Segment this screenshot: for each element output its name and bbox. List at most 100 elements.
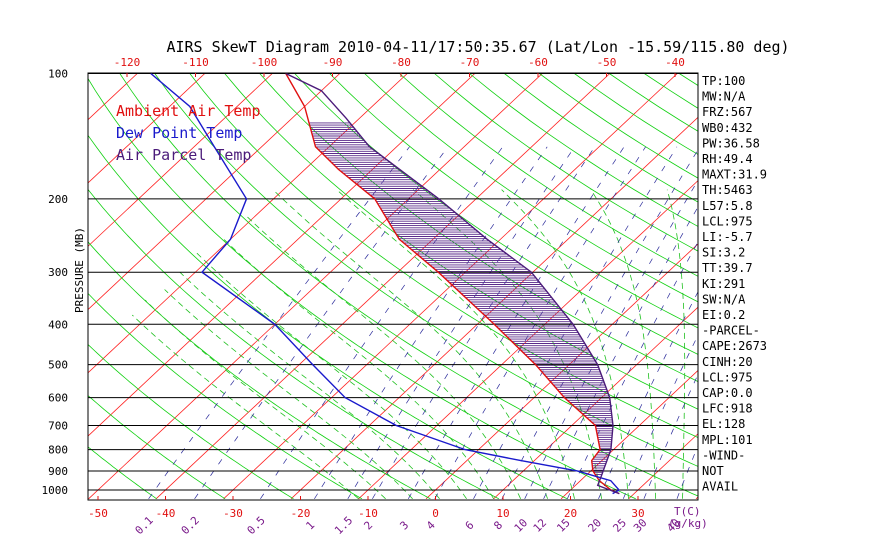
bottom-temperature-tick-label: 0 bbox=[432, 507, 439, 520]
moist-adiabat-line bbox=[336, 189, 575, 499]
top-temperature-tick-label: -80 bbox=[391, 56, 411, 69]
moist-adiabat-line bbox=[223, 238, 494, 500]
bottom-temperature-unit: T(C) bbox=[674, 505, 701, 518]
dry-adiabat-line bbox=[88, 292, 363, 500]
index-entry: LI:-5.7 bbox=[702, 230, 753, 244]
mixing-ratio-tick-label: 2 bbox=[361, 519, 375, 533]
pressure-tick-label: 200 bbox=[48, 193, 68, 206]
cape-hatch bbox=[309, 122, 613, 475]
mixing-ratio-tick-label: 12 bbox=[531, 516, 550, 535]
index-entry: LFC:918 bbox=[702, 402, 753, 416]
index-entry: EL:128 bbox=[702, 417, 745, 431]
dry-adiabat-line bbox=[399, 73, 698, 277]
dry-adiabat-line bbox=[88, 188, 500, 500]
index-entry: L57:5.8 bbox=[702, 199, 753, 213]
mixing-ratio-tick-label: 6 bbox=[463, 519, 477, 533]
isotherm-line bbox=[88, 73, 206, 184]
index-entry: CAPE:2673 bbox=[702, 339, 767, 353]
pressure-tick-label: 800 bbox=[48, 444, 68, 457]
dry-adiabat-line bbox=[434, 73, 698, 252]
top-temperature-tick-label: -90 bbox=[323, 56, 343, 69]
profile-lines bbox=[150, 73, 621, 495]
bottom-temperature-tick-label: -50 bbox=[88, 507, 108, 520]
dry-adiabat-line bbox=[88, 446, 157, 500]
pressure-tick-label: 500 bbox=[48, 359, 68, 372]
index-entry: FRZ:567 bbox=[702, 105, 753, 119]
dry-adiabat-line bbox=[88, 395, 226, 500]
isotherm-line bbox=[831, 64, 870, 499]
index-entry: NOT bbox=[702, 464, 724, 478]
isotherm-line bbox=[764, 64, 870, 499]
isotherm-line bbox=[560, 369, 698, 500]
index-entry: TH:5463 bbox=[702, 183, 753, 197]
index-entry: MAXT:31.9 bbox=[702, 168, 767, 182]
mixing-ratio-tick-label: 0.2 bbox=[179, 514, 202, 537]
pressure-tick-label: 400 bbox=[48, 318, 68, 331]
dry-adiabat-line bbox=[259, 73, 698, 383]
moist-adiabat-line bbox=[590, 189, 656, 499]
moist-adiabat-line bbox=[501, 189, 629, 499]
ambient-temp-line bbox=[285, 73, 620, 495]
index-entry: RH:49.4 bbox=[702, 152, 753, 166]
bottom-temperature-tick-label: 20 bbox=[564, 507, 577, 520]
bottom-temperature-tick-label: -40 bbox=[156, 507, 176, 520]
dry-adiabat-line bbox=[504, 73, 698, 203]
mixing-ratio-tick-label: 1 bbox=[303, 519, 317, 533]
bottom-temperature-tick-label: 10 bbox=[496, 507, 509, 520]
mixing-ratio-tick-label: 8 bbox=[491, 519, 505, 533]
chart-title: AIRS SkewT Diagram 2010-04-11/17:50:35.6… bbox=[166, 38, 789, 56]
moist-adiabat-line bbox=[131, 314, 359, 500]
bottom-temperature-tick-label: -10 bbox=[358, 507, 378, 520]
pressure-tick-label: 300 bbox=[48, 266, 68, 279]
top-temperature-tick-label: -40 bbox=[665, 56, 685, 69]
index-entry: KI:291 bbox=[702, 277, 745, 291]
plot-frame bbox=[87, 72, 699, 501]
mixing-ratio-tick-label: 0.5 bbox=[245, 514, 268, 537]
legend-entry: Ambient Air Temp bbox=[116, 102, 261, 120]
isotherm-line bbox=[88, 73, 409, 374]
isotherm-line bbox=[223, 73, 679, 500]
index-entry: TT:39.7 bbox=[702, 261, 753, 275]
moist-adiabat-line bbox=[272, 189, 548, 499]
dry-adiabat-line bbox=[294, 73, 698, 355]
index-entry: -PARCEL- bbox=[702, 324, 760, 338]
dry-adiabat-line bbox=[189, 73, 698, 438]
mixing-ratio-tick-label: 0.1 bbox=[133, 514, 156, 537]
moist-adiabat-line bbox=[412, 189, 602, 499]
mixing-ratio-tick-label: 10 bbox=[512, 516, 531, 535]
index-entry: PW:36.58 bbox=[702, 136, 760, 150]
index-entry: WB0:432 bbox=[702, 121, 753, 135]
isotherm-line bbox=[88, 73, 476, 437]
top-temperature-tick-label: -120 bbox=[114, 56, 141, 69]
mixing-ratio-tick-label: 1.5 bbox=[332, 514, 355, 537]
mixing-ratio-tick-label: 25 bbox=[610, 516, 629, 535]
dry-adiabat-line bbox=[88, 77, 636, 500]
top-temperature-tick-label: -60 bbox=[528, 56, 548, 69]
index-entry: CINH:20 bbox=[702, 355, 753, 369]
pressure-tick-label: 600 bbox=[48, 392, 68, 405]
pressure-tick-label: 900 bbox=[48, 465, 68, 478]
mixing-ratio-unit: (g/kg) bbox=[668, 517, 708, 530]
index-entry: MW:N/A bbox=[702, 90, 746, 104]
isotherm-line bbox=[0, 64, 12, 499]
moist-adiabat-line bbox=[196, 252, 467, 500]
index-entry: MPL:101 bbox=[702, 433, 753, 447]
dry-adiabat-line bbox=[329, 73, 698, 329]
index-entry: EI:0.2 bbox=[702, 308, 745, 322]
index-entry: LCL:975 bbox=[702, 214, 753, 228]
bottom-temperature-tick-label: -20 bbox=[291, 507, 311, 520]
mixing-ratio-line bbox=[524, 179, 698, 499]
index-entry: TP:100 bbox=[702, 74, 745, 88]
legend-entry: Dew Point Temp bbox=[116, 124, 242, 142]
mixing-ratio-line bbox=[148, 146, 410, 500]
dry-adiabat-line bbox=[154, 73, 698, 467]
mixing-ratio-tick-label: 4 bbox=[424, 518, 438, 532]
top-temperature-tick-label: -50 bbox=[597, 56, 617, 69]
pressure-tick-label: 1000 bbox=[42, 484, 69, 497]
index-entry: SW:N/A bbox=[702, 292, 746, 306]
dry-adiabat-line bbox=[364, 73, 698, 303]
pressure-tick-label: 100 bbox=[48, 68, 68, 81]
isotherm-line bbox=[290, 116, 698, 500]
dry-adiabat-line bbox=[88, 343, 294, 500]
moist-adiabat-line bbox=[246, 215, 521, 499]
